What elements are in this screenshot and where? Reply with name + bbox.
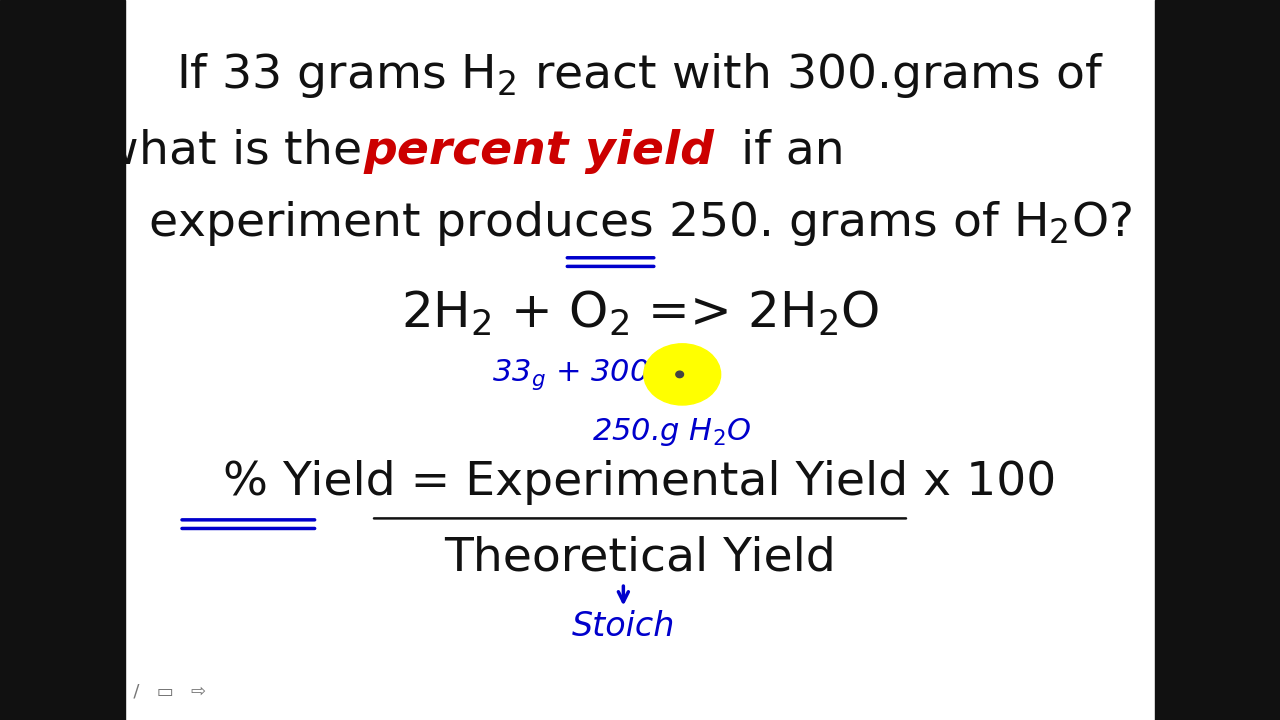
Text: 250.g H$_2$O: 250.g H$_2$O [593,416,751,448]
Text: if an: if an [726,129,845,174]
Text: ⇦   /   ▭   ⇨: ⇦ / ▭ ⇨ [101,683,206,700]
Text: 2H$_2$ + O$_2$ => 2H$_2$O: 2H$_2$ + O$_2$ => 2H$_2$O [401,289,879,338]
Text: O$_2$, what is the: O$_2$, what is the [10,128,364,174]
Text: percent yield: percent yield [364,129,714,174]
Text: Theoretical Yield: Theoretical Yield [444,536,836,580]
Text: experiment produces 250. grams of H$_2$O?: experiment produces 250. grams of H$_2$O… [148,199,1132,248]
Text: % Yield = Experimental Yield x 100: % Yield = Experimental Yield x 100 [224,460,1056,505]
Text: Stoich: Stoich [572,610,675,643]
Text: If 33 grams H$_2$ react with 300.grams of: If 33 grams H$_2$ react with 300.grams o… [175,51,1105,100]
Text: 33$_g$ + 300.$_g$: 33$_g$ + 300.$_g$ [492,357,673,392]
